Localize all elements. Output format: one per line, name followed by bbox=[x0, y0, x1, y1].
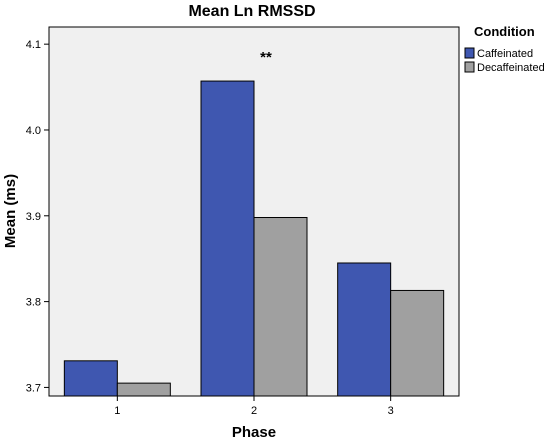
x-axis: 1 2 3 bbox=[114, 396, 394, 417]
legend-swatch-caffeinated bbox=[464, 47, 475, 59]
legend-swatch-decaffeinated bbox=[464, 61, 475, 73]
bar-caffeinated-phase-2 bbox=[200, 80, 255, 397]
y-tick-label: 3.9 bbox=[26, 211, 41, 223]
bars-group bbox=[63, 80, 445, 397]
x-axis-label: Phase bbox=[232, 424, 276, 441]
bar-caffeinated-phase-3 bbox=[337, 262, 392, 397]
bar-caffeinated-phase-1 bbox=[63, 360, 118, 397]
bar-decaffeinated-phase-2 bbox=[253, 217, 308, 397]
legend-title: Condition bbox=[474, 24, 535, 39]
legend-label-decaffeinated: Decaffeinated bbox=[477, 62, 545, 74]
x-tick-label: 1 bbox=[114, 405, 120, 417]
annotations: ** bbox=[260, 49, 272, 66]
significance-annotation: ** bbox=[260, 49, 272, 66]
bar-decaffeinated-phase-1 bbox=[116, 382, 171, 397]
legend-label-caffeinated: Caffeinated bbox=[477, 48, 533, 60]
y-axis: 3.7 3.8 3.9 4.0 4.1 bbox=[26, 39, 49, 394]
y-tick-label: 4.0 bbox=[26, 125, 41, 137]
chart-title: Mean Ln RMSSD bbox=[188, 3, 315, 20]
x-tick-label: 2 bbox=[251, 405, 257, 417]
bar-decaffeinated-phase-3 bbox=[390, 289, 445, 397]
y-tick-label: 4.1 bbox=[26, 39, 41, 51]
y-tick-label: 3.7 bbox=[26, 382, 41, 394]
y-tick-label: 3.8 bbox=[26, 297, 41, 309]
x-tick-label: 3 bbox=[388, 405, 394, 417]
legend: Condition Caffeinated Decaffeinated bbox=[464, 24, 545, 74]
y-axis-label: Mean (ms) bbox=[2, 174, 19, 248]
